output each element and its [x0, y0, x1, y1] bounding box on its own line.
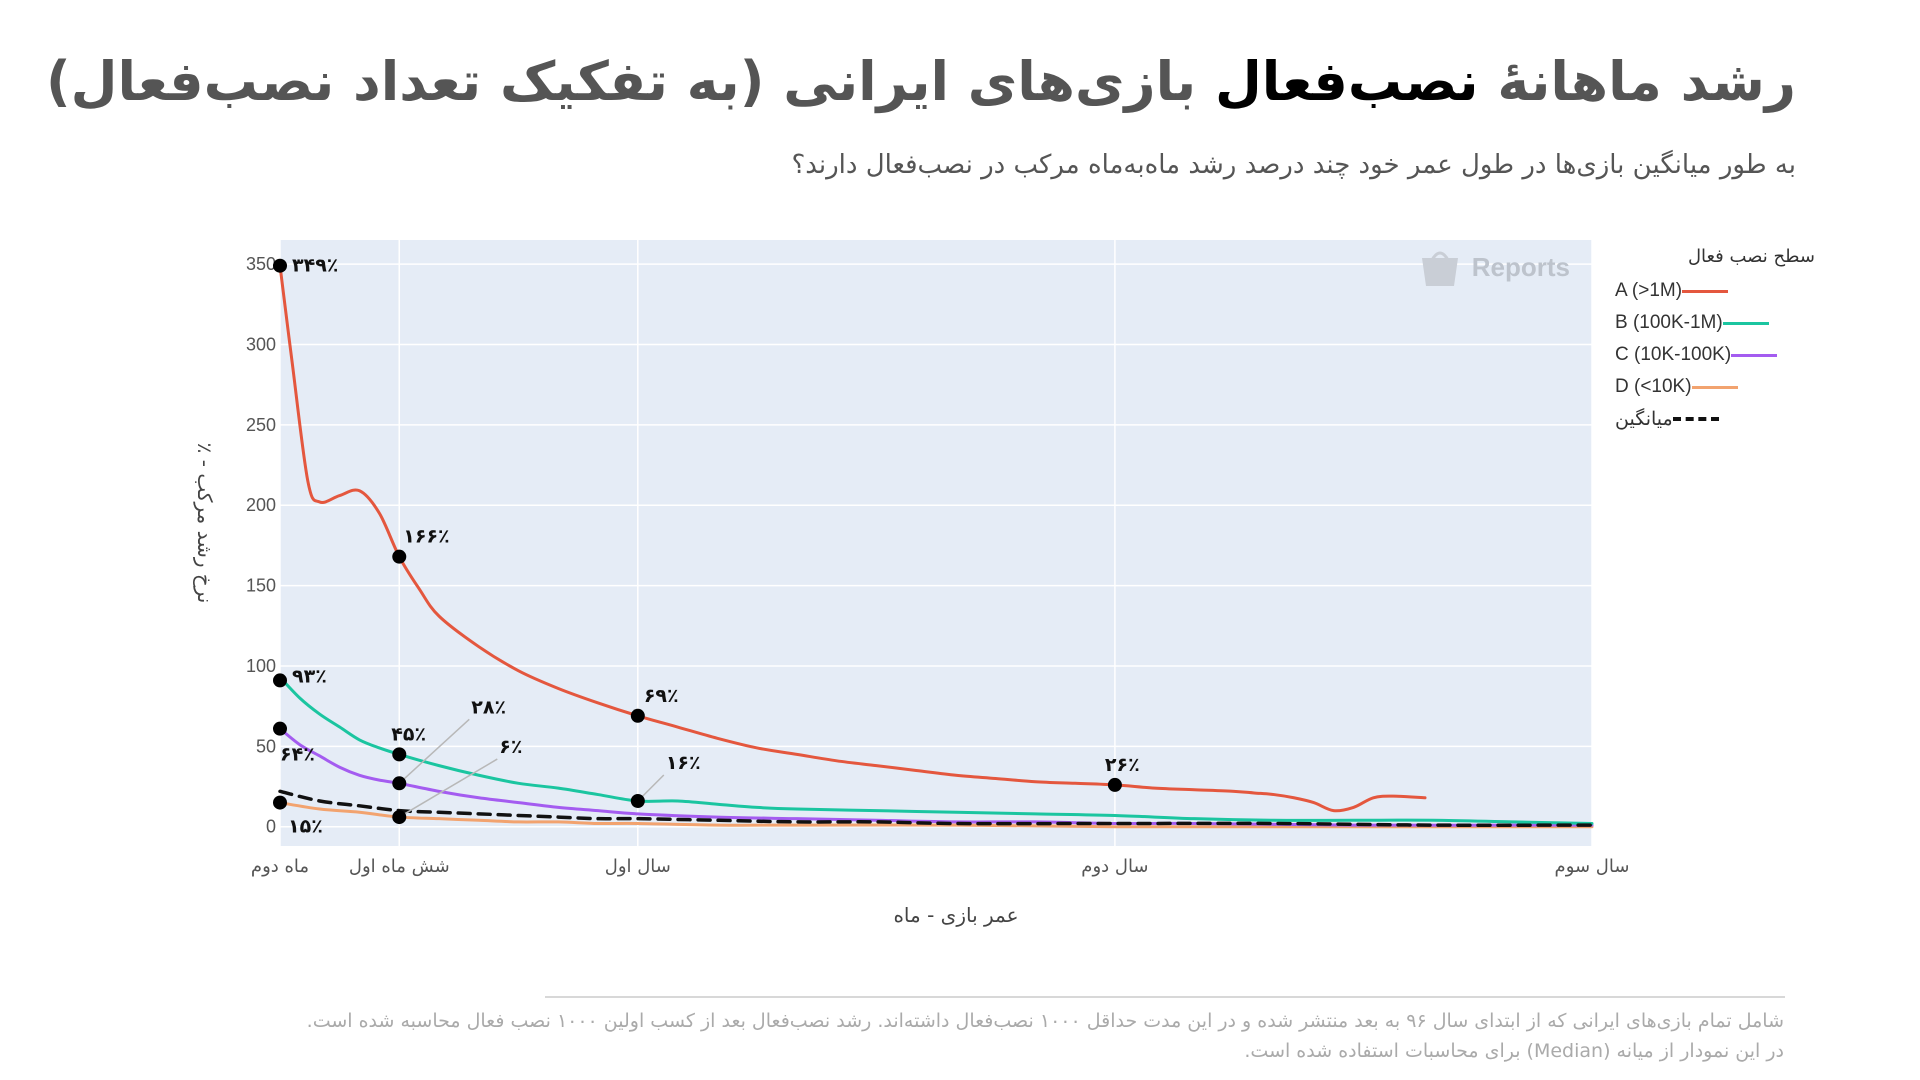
x-tick-label: ماه دوم — [251, 856, 309, 877]
y-tick-label: 100 — [246, 656, 276, 676]
annotation-label: ۶٪ — [499, 736, 522, 758]
annotation-label: ۶۹٪ — [644, 685, 679, 707]
legend-label: B (100K-1M) — [1615, 312, 1723, 333]
annotation-label: ۲۶٪ — [1105, 754, 1140, 776]
y-tick-label: 250 — [246, 415, 276, 435]
annotation-point — [392, 810, 407, 825]
legend-item: میانگین — [1615, 403, 1815, 435]
legend-label: A (>1M) — [1615, 280, 1683, 301]
footnote-line-2: در این نمودار از میانه (Median) برای محا… — [1244, 1040, 1784, 1062]
annotation-point — [273, 721, 287, 736]
footer-divider — [545, 996, 1785, 998]
annotation-point — [273, 673, 287, 688]
x-tick-label: سال اول — [605, 856, 671, 877]
x-tick-label: سال دوم — [1081, 856, 1148, 877]
y-tick-label: 350 — [246, 254, 276, 274]
annotation-point — [392, 776, 407, 791]
annotation-point — [273, 795, 287, 810]
bag-handle-icon — [1430, 251, 1450, 261]
annotation-label: ۴۵٪ — [391, 723, 426, 745]
legend-swatch — [1682, 289, 1729, 293]
annotation-label: ۱۶۶٪ — [403, 526, 449, 548]
annotation-label: ۱۵٪ — [288, 816, 323, 838]
series-line-0 — [278, 264, 1427, 813]
annotation-label: ۳۴۹٪ — [292, 255, 338, 277]
annotation-label: ۹۳٪ — [292, 665, 327, 687]
legend-item: B (100K-1M) — [1615, 307, 1815, 339]
legend-swatch — [1672, 417, 1719, 421]
title-part-3: بازی‌های ایرانی (به تفکیک تعداد نصب‌فعال… — [45, 50, 1215, 113]
y-tick-label: 0 — [266, 817, 276, 837]
y-tick-label: 150 — [246, 576, 276, 596]
series-line-4 — [278, 789, 1594, 827]
annotation-leader — [398, 718, 470, 784]
legend-item: C (10K-100K) — [1615, 339, 1815, 371]
y-axis-label: ٪ - نرخ رشد مرکب — [193, 443, 217, 604]
legend-title: سطح نصب فعال — [1687, 246, 1815, 267]
x-tick-label: شش ماه اول — [349, 856, 450, 877]
legend-item: A (>1M) — [1615, 275, 1815, 307]
annotation-label: ۱۶٪ — [666, 752, 701, 774]
bag-icon — [1422, 258, 1458, 286]
plot-area — [280, 240, 1592, 846]
legend: سطح نصب فعال A (>1M) B (100K-1M) C (10K-10… — [1615, 246, 1815, 435]
annotation-leader — [398, 758, 498, 818]
y-tick-label: 50 — [256, 736, 276, 756]
legend-item: D (<10K) — [1615, 371, 1815, 403]
y-tick-label: 200 — [246, 495, 276, 515]
series-line-1 — [278, 675, 1594, 825]
annotation-point — [630, 793, 645, 808]
annotation-point — [630, 708, 645, 723]
legend-items: A (>1M) B (100K-1M) C (10K-100K) D (<10K) می… — [1615, 275, 1815, 435]
x-tick-label: سال سوم — [1555, 856, 1630, 877]
annotation-point — [273, 258, 287, 273]
watermark-text: Reports — [1472, 252, 1570, 282]
chart-title: رشد ماهانهٔ نصب‌فعال بازی‌های ایرانی (به… — [46, 50, 1796, 113]
legend-swatch — [1691, 385, 1738, 389]
title-part-1: رشد ماهانهٔ — [1478, 50, 1796, 113]
annotation-label: ۲۸٪ — [471, 696, 506, 718]
footnote-line-1: شامل تمام بازی‌های ایرانی که از ابتدای س… — [306, 1010, 1784, 1032]
legend-label: C (10K-100K) — [1615, 344, 1732, 365]
y-tick-label: 300 — [246, 334, 276, 354]
annotation-point — [1107, 777, 1122, 792]
annotation-point — [392, 549, 407, 564]
legend-label: میانگین — [1615, 408, 1673, 430]
legend-swatch — [1731, 353, 1778, 357]
legend-swatch — [1722, 321, 1769, 325]
legend-label: D (<10K) — [1615, 376, 1692, 397]
x-axis-label: عمر بازی - ماه — [893, 903, 1018, 927]
chart-subtitle: به طور میانگین بازی‌ها در طول عمر خود چن… — [791, 150, 1796, 180]
title-highlight: نصب‌فعال — [1214, 50, 1479, 113]
annotation-label: ۶۴٪ — [280, 744, 315, 766]
annotation-point — [392, 747, 407, 762]
